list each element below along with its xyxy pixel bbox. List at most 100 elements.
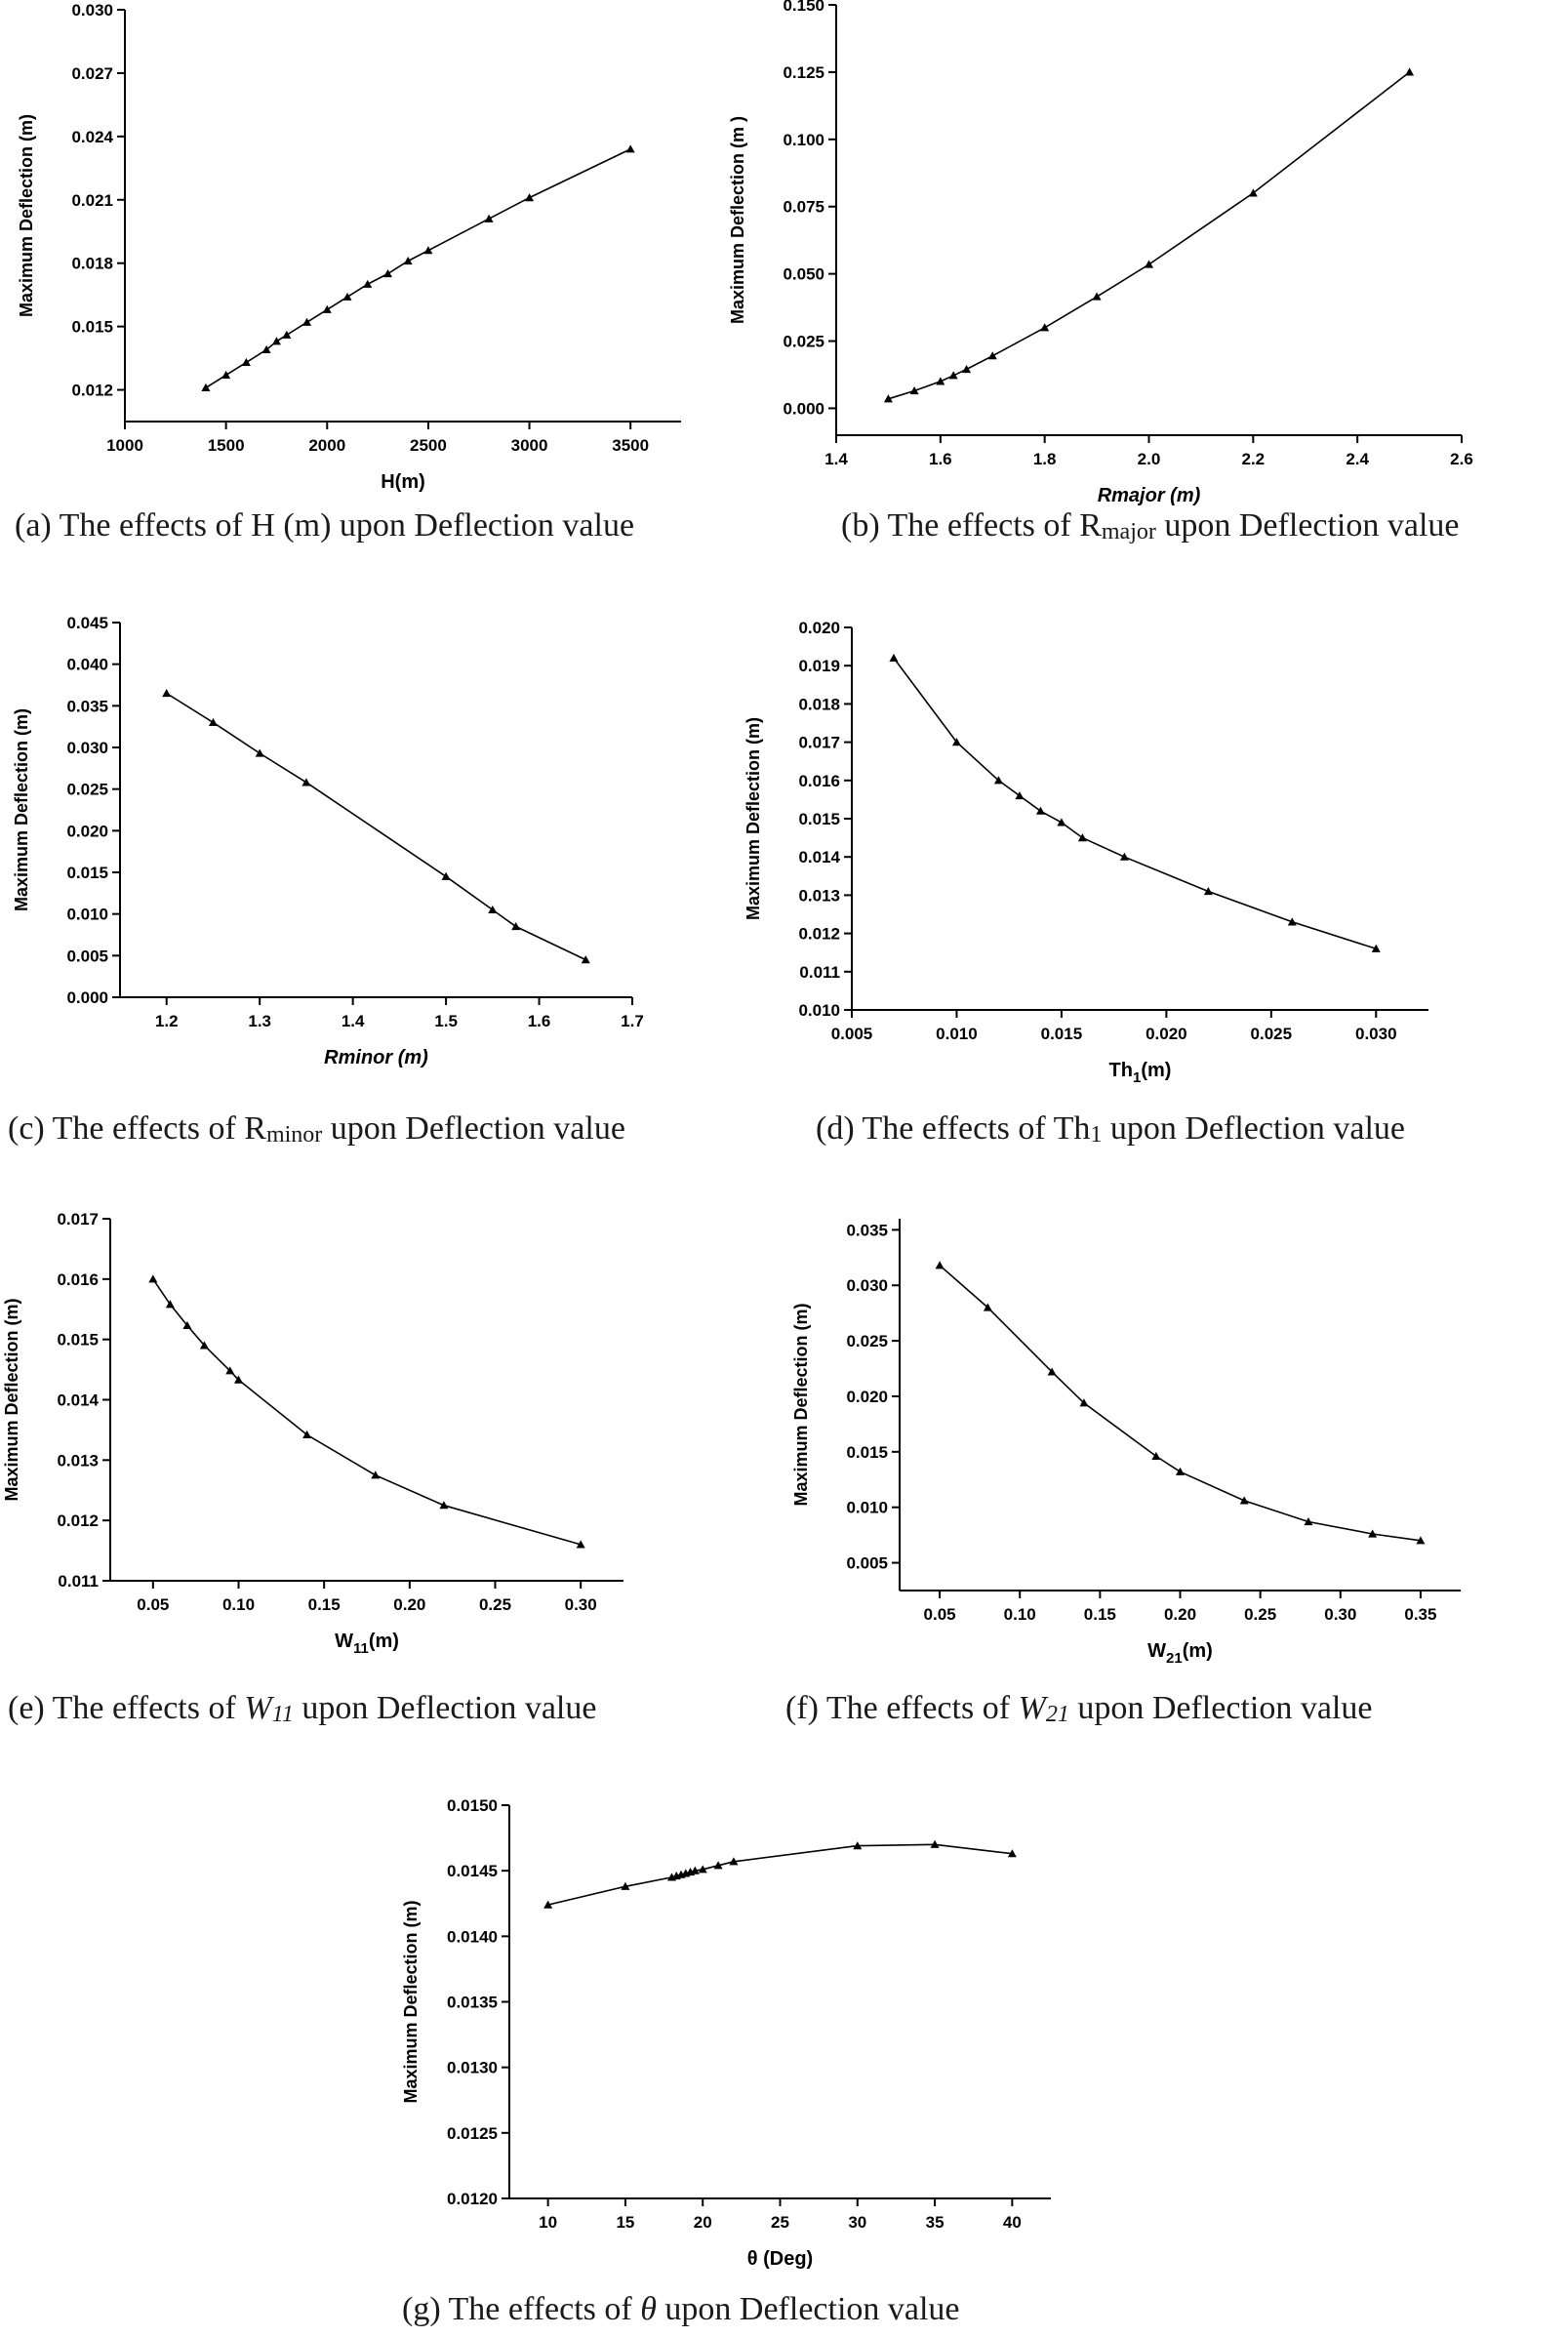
caption-c-text: (c) The effects of R (8, 1110, 266, 1147)
data-point (1119, 852, 1129, 861)
x-tick-label: 1.5 (434, 1012, 458, 1030)
series-line (547, 1843, 1013, 1906)
data-point (371, 1471, 381, 1479)
data-point (261, 344, 271, 354)
x-tick-label: 0.005 (831, 1025, 873, 1043)
x-tick-label: 0.20 (393, 1595, 425, 1614)
x-axis-label: H(m) (381, 471, 425, 493)
y-tick-label: 0.015 (66, 864, 108, 882)
data-point (302, 778, 311, 786)
data-point (1145, 260, 1153, 268)
y-tick-label: 0.016 (798, 772, 840, 790)
y-tick-label: 0.027 (71, 64, 113, 83)
data-point (439, 1501, 449, 1510)
y-tick-label: 0.125 (783, 63, 824, 82)
series-line (888, 71, 1411, 400)
data-point (1092, 292, 1102, 301)
x-axis-label-sub: 11 (353, 1640, 369, 1657)
x-tick-label: 1.8 (1033, 450, 1057, 468)
data-point (576, 1540, 585, 1549)
chart-f: 0.005 0.010 0.015 0.020 0.025 0.030 0.035 0.05 0… (791, 1219, 1461, 1667)
data-point (199, 1341, 209, 1350)
y-tick-label: 0.012 (57, 1511, 99, 1530)
data-point (889, 653, 899, 662)
data-point (484, 214, 494, 222)
x-tick-label: 1000 (106, 436, 143, 455)
caption-b-sub: major (1101, 519, 1156, 544)
caption-g-sym: θ (640, 2291, 657, 2327)
data-point (1015, 790, 1025, 800)
x-tick-label: 1.4 (824, 450, 848, 468)
data-point (713, 1861, 723, 1870)
y-axis-label: Maximum Deflection (m) (401, 1900, 421, 2103)
x-axis-label-main: H(m) (381, 471, 425, 493)
caption-d-text: (d) The effects of Th (816, 1110, 1091, 1147)
y-tick-label: 0.011 (58, 1572, 99, 1591)
x-axis-label-main: Rminor (m) (324, 1047, 428, 1068)
y-tick-label: 0.020 (846, 1388, 888, 1406)
data-point (625, 144, 635, 153)
data-point (962, 364, 972, 374)
caption-f-sub: 21 (1045, 1702, 1069, 1727)
y-tick-label: 0.015 (57, 1331, 99, 1350)
x-tick-label: 0.015 (1041, 1025, 1083, 1043)
data-point (208, 717, 218, 726)
caption-d: (d) The effects of Th1 upon Deflection v… (816, 1110, 1405, 1148)
x-tick-label: 0.010 (936, 1025, 978, 1043)
y-tick-label: 0.030 (846, 1276, 888, 1295)
data-point (1007, 1849, 1017, 1858)
y-axis-label: Maximum Deflection (m) (791, 1303, 811, 1506)
data-point (1035, 806, 1045, 815)
data-point (403, 257, 413, 265)
x-axis-label-unit: (m) (1141, 1060, 1171, 1081)
data-point (1416, 1536, 1426, 1545)
chart-e: 0.011 0.012 0.013 0.014 0.015 0.016 0.017 0.05 0… (2, 1210, 623, 1657)
data-point (1077, 833, 1087, 842)
x-tick-label: 1500 (208, 436, 245, 455)
data-point (255, 748, 264, 757)
x-tick-label: 2.2 (1242, 450, 1266, 468)
y-tick-label: 0.024 (71, 128, 113, 146)
y-tick-label: 0.010 (798, 1001, 840, 1020)
series-line (893, 657, 1377, 950)
y-tick-label: 0.0130 (447, 2059, 498, 2077)
data-point (1176, 1467, 1185, 1475)
data-point (525, 193, 535, 202)
data-point (441, 871, 451, 880)
x-tick-label: 2000 (308, 436, 345, 455)
y-tick-label: 0.014 (57, 1391, 99, 1410)
x-tick-label: 1.6 (528, 1012, 551, 1030)
data-point (729, 1857, 739, 1866)
chart-a: 0.012 0.015 0.018 0.021 0.024 0.027 0.030 1000 1… (17, 1, 681, 493)
data-point (948, 371, 958, 380)
caption-e-post: upon Deflection value (293, 1690, 597, 1726)
data-point (1248, 188, 1258, 197)
y-axis-label: Maximum Deflection (m) (2, 1298, 21, 1501)
y-tick-label: 0.016 (57, 1270, 99, 1289)
y-axis-label: Maximum Deflection (m) (744, 717, 763, 920)
x-tick-label: 15 (616, 2213, 634, 2232)
data-point (936, 377, 945, 385)
y-tick-label: 0.019 (798, 657, 840, 675)
data-point (342, 292, 352, 301)
x-axis-label-main: Th (1109, 1060, 1133, 1081)
data-point (1040, 323, 1050, 332)
y-tick-label: 0.012 (798, 925, 840, 944)
caption-g-text: (g) The effects of (402, 2291, 641, 2327)
x-tick-label: 35 (926, 2213, 945, 2232)
x-tick-label: 0.15 (308, 1595, 341, 1614)
x-tick-label: 0.30 (1324, 1605, 1356, 1624)
x-tick-label: 30 (848, 2213, 866, 2232)
y-tick-label: 0.011 (799, 963, 840, 982)
data-point (543, 1900, 553, 1909)
y-tick-label: 0.017 (798, 734, 840, 752)
data-point (282, 330, 292, 339)
x-tick-label: 0.030 (1355, 1025, 1397, 1043)
y-tick-label: 0.025 (66, 781, 108, 799)
data-point (382, 269, 392, 278)
y-tick-label: 0.017 (57, 1210, 99, 1229)
y-tick-label: 0.014 (798, 848, 840, 866)
x-tick-label: 0.020 (1146, 1025, 1187, 1043)
data-point (488, 905, 498, 913)
x-axis-label-sub: 21 (1166, 1650, 1183, 1667)
